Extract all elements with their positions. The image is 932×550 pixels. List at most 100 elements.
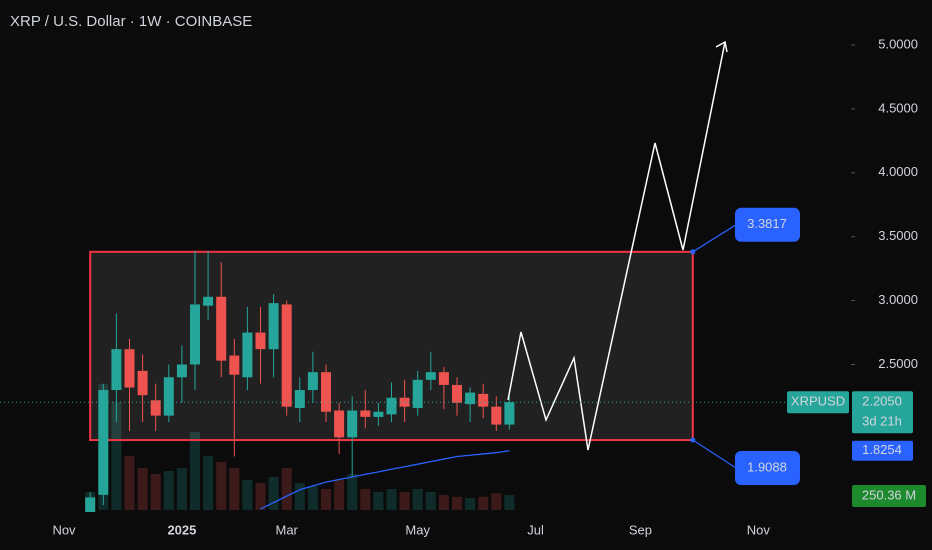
volume-bar — [478, 496, 489, 510]
candle-body — [111, 349, 122, 391]
x-tick-label: Mar — [276, 522, 299, 537]
level-label: 1.9088 — [747, 459, 787, 474]
candle-body — [294, 390, 305, 408]
candle-body — [150, 400, 161, 416]
plot-layer — [85, 250, 694, 512]
candle-body — [360, 410, 371, 417]
volume-bar — [347, 474, 358, 510]
last-price-label: 2.2050 — [862, 394, 902, 409]
volume-bar — [163, 471, 174, 510]
volume-bar — [255, 483, 266, 510]
volume-bar — [491, 493, 502, 510]
candle-body — [425, 372, 436, 380]
volume-bar — [360, 489, 371, 510]
ma-badge — [852, 440, 913, 461]
y-tick-label: 3.5000 — [878, 228, 918, 243]
x-tick-label: Nov — [747, 522, 771, 537]
x-tick-label: Sep — [629, 522, 652, 537]
candle-body — [491, 406, 502, 425]
candle-body — [386, 397, 397, 415]
candle-body — [307, 372, 318, 391]
candle-body — [373, 411, 384, 417]
level-connector — [692, 224, 737, 253]
candle-body — [412, 379, 423, 408]
volume-bar — [465, 498, 476, 510]
volume-bar — [452, 496, 462, 510]
volume-bar — [111, 402, 122, 510]
candle-body — [85, 497, 96, 512]
x-tick-label: Nov — [52, 522, 76, 537]
candle-body — [137, 370, 148, 396]
candle-body — [242, 332, 253, 378]
volume-bar — [176, 468, 187, 510]
candle-body — [216, 296, 227, 361]
volume-layer — [85, 384, 515, 510]
candle-body — [478, 393, 489, 407]
projection-path — [507, 41, 726, 451]
candle-body — [190, 304, 200, 365]
volume-bar — [124, 456, 135, 510]
chart-title: XRP / U.S. Dollar · 1W · COINBASE — [10, 13, 252, 30]
candle-body — [98, 390, 109, 495]
volume-badge — [852, 485, 926, 507]
x-tick-label: Jul — [527, 522, 544, 537]
volume-bar — [294, 483, 305, 510]
candle-body — [124, 349, 135, 388]
volume-bar — [216, 462, 227, 510]
y-tick-label: 3.0000 — [878, 292, 918, 307]
ma-last-label: 1.8254 — [862, 442, 902, 457]
candle-body — [438, 372, 449, 385]
level-badge — [735, 451, 800, 486]
candle-body — [334, 410, 345, 438]
candle-body — [452, 384, 462, 403]
volume-bar — [386, 489, 397, 510]
y-tick-label: 4.0000 — [878, 164, 918, 179]
level-connector — [692, 439, 737, 469]
volume-bar — [373, 492, 384, 510]
candle-body — [321, 372, 331, 412]
level-badge — [735, 207, 800, 242]
candle-body — [176, 364, 187, 378]
volume-bar — [203, 456, 214, 510]
y-tick-label: 5.0000 — [878, 36, 918, 51]
candle-body — [268, 303, 279, 350]
volume-bar — [190, 432, 200, 510]
x-tick-label: 2025 — [167, 522, 196, 537]
symbol-label: XRPUSD — [791, 394, 845, 409]
projection-arrowhead — [715, 40, 728, 53]
volume-bar — [504, 494, 515, 510]
level-anchor — [690, 437, 696, 443]
volume-bar — [307, 486, 318, 510]
y-tick-label: 2.5000 — [878, 356, 918, 371]
volume-bar — [137, 468, 148, 510]
candle-body — [229, 355, 240, 375]
volume-bar — [399, 492, 410, 510]
volume-bar — [425, 492, 436, 510]
candle-body — [504, 402, 515, 425]
volume-bar — [438, 495, 449, 510]
volume-bar — [334, 480, 345, 510]
level-anchor — [690, 249, 696, 255]
volume-bar — [281, 468, 292, 510]
candle-body — [255, 332, 266, 350]
x-tick-label: May — [405, 522, 430, 537]
candle-body — [203, 296, 214, 306]
volume-bar — [150, 474, 161, 510]
volume-bar — [242, 480, 253, 510]
level-label: 3.3817 — [747, 216, 787, 231]
countdown-label: 3d 21h — [862, 414, 902, 429]
volume-bar — [321, 489, 331, 510]
candle-body — [281, 304, 292, 407]
candle-body — [163, 377, 174, 416]
y-tick-label: 4.5000 — [878, 100, 918, 115]
volume-bar — [268, 477, 279, 510]
volume-bar — [412, 489, 423, 510]
volume-last-label: 250.36 M — [862, 487, 916, 502]
symbol-badge — [787, 391, 849, 414]
candle-body — [347, 410, 358, 438]
moving-average — [260, 450, 510, 510]
volume-bar — [229, 468, 240, 510]
candle-body — [465, 392, 476, 405]
last-price-badge — [852, 391, 913, 434]
